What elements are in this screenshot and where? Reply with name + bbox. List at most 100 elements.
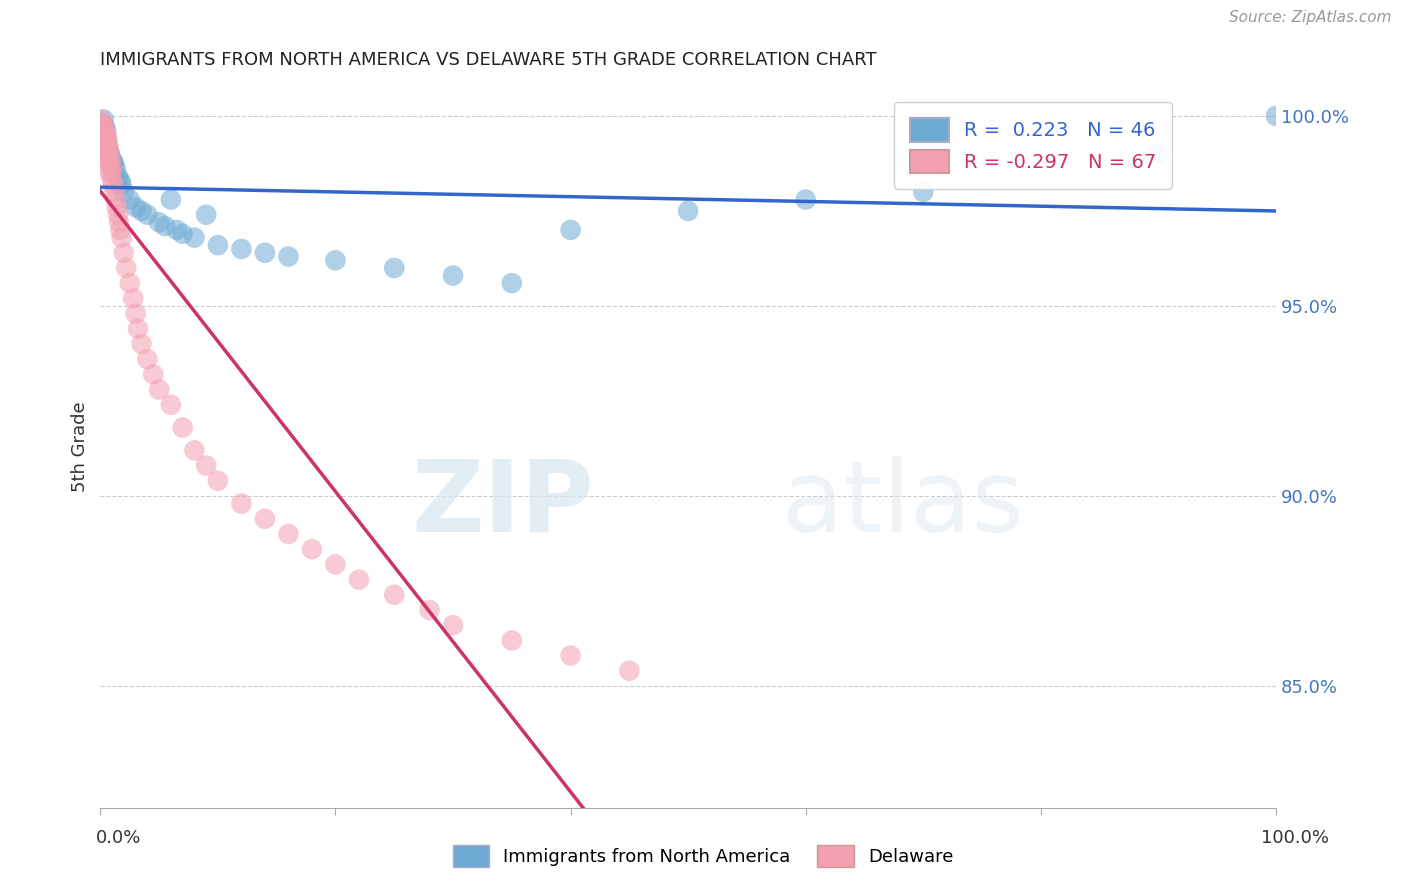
Point bbox=[93, 128, 115, 142]
Point bbox=[103, 178, 125, 192]
Point bbox=[94, 132, 117, 146]
Point bbox=[96, 154, 118, 169]
Point bbox=[93, 120, 115, 135]
Point bbox=[100, 166, 122, 180]
Point bbox=[382, 588, 405, 602]
Point bbox=[325, 558, 347, 572]
Point bbox=[94, 139, 117, 153]
Point bbox=[207, 474, 229, 488]
Point bbox=[96, 139, 118, 153]
Point bbox=[94, 124, 117, 138]
Point bbox=[231, 242, 253, 256]
Point bbox=[441, 268, 464, 283]
Legend: R =  0.223   N = 46, R = -0.297   N = 67: R = 0.223 N = 46, R = -0.297 N = 67 bbox=[894, 103, 1173, 189]
Point bbox=[100, 154, 122, 169]
Point bbox=[100, 151, 122, 165]
Point bbox=[142, 368, 165, 382]
Point bbox=[96, 143, 118, 157]
Point bbox=[91, 132, 114, 146]
Point bbox=[91, 120, 114, 135]
Point bbox=[131, 337, 153, 351]
Point bbox=[94, 136, 117, 150]
Point bbox=[107, 208, 129, 222]
Point bbox=[118, 276, 141, 290]
Point bbox=[160, 193, 183, 207]
Point bbox=[97, 158, 120, 172]
Point bbox=[93, 143, 115, 157]
Text: atlas: atlas bbox=[782, 456, 1024, 553]
Point bbox=[676, 203, 699, 218]
Point bbox=[325, 253, 347, 268]
Point bbox=[619, 664, 641, 678]
Point bbox=[136, 352, 159, 367]
Point bbox=[124, 307, 146, 321]
Point bbox=[122, 291, 145, 305]
Point bbox=[1147, 147, 1170, 161]
Y-axis label: 5th Grade: 5th Grade bbox=[72, 401, 89, 491]
Point bbox=[93, 151, 115, 165]
Point bbox=[98, 147, 121, 161]
Point bbox=[110, 173, 132, 187]
Point bbox=[441, 618, 464, 632]
Point bbox=[90, 128, 112, 142]
Point bbox=[277, 527, 299, 541]
Text: Source: ZipAtlas.com: Source: ZipAtlas.com bbox=[1229, 11, 1392, 25]
Point bbox=[110, 178, 132, 192]
Point bbox=[96, 128, 118, 142]
Point bbox=[1265, 109, 1288, 123]
Point bbox=[93, 128, 115, 142]
Point bbox=[103, 185, 125, 199]
Point bbox=[166, 223, 188, 237]
Point bbox=[277, 250, 299, 264]
Point bbox=[131, 203, 153, 218]
Point bbox=[195, 458, 218, 473]
Point bbox=[195, 208, 218, 222]
Point bbox=[110, 223, 132, 237]
Point bbox=[97, 139, 120, 153]
Point bbox=[153, 219, 176, 234]
Point bbox=[301, 542, 323, 557]
Point bbox=[93, 112, 115, 127]
Point bbox=[101, 154, 124, 169]
Point bbox=[112, 185, 135, 199]
Point bbox=[501, 633, 523, 648]
Point bbox=[101, 173, 124, 187]
Point bbox=[98, 166, 121, 180]
Point bbox=[112, 245, 135, 260]
Point bbox=[501, 276, 523, 290]
Point bbox=[148, 215, 170, 229]
Point bbox=[172, 227, 194, 241]
Point bbox=[94, 147, 117, 161]
Point bbox=[127, 322, 149, 336]
Point bbox=[418, 603, 440, 617]
Point bbox=[136, 208, 159, 222]
Point bbox=[96, 132, 118, 146]
Point bbox=[104, 162, 127, 177]
Point bbox=[98, 154, 121, 169]
Point bbox=[91, 124, 114, 138]
Point bbox=[160, 398, 183, 412]
Point bbox=[96, 136, 118, 150]
Point bbox=[94, 120, 117, 135]
Point bbox=[115, 260, 138, 275]
Point bbox=[183, 443, 205, 458]
Point bbox=[91, 116, 114, 130]
Point bbox=[794, 193, 817, 207]
Point bbox=[124, 200, 146, 214]
Point bbox=[96, 132, 118, 146]
Point bbox=[560, 223, 582, 237]
Text: ZIP: ZIP bbox=[411, 456, 595, 553]
Point bbox=[107, 169, 129, 184]
Point bbox=[382, 260, 405, 275]
Point bbox=[90, 116, 112, 130]
Point bbox=[118, 193, 141, 207]
Point bbox=[97, 143, 120, 157]
Point bbox=[105, 200, 128, 214]
Point bbox=[172, 420, 194, 434]
Point bbox=[101, 162, 124, 177]
Point bbox=[96, 139, 118, 153]
Point bbox=[110, 230, 132, 244]
Point bbox=[108, 215, 131, 229]
Point bbox=[103, 154, 125, 169]
Point bbox=[253, 245, 276, 260]
